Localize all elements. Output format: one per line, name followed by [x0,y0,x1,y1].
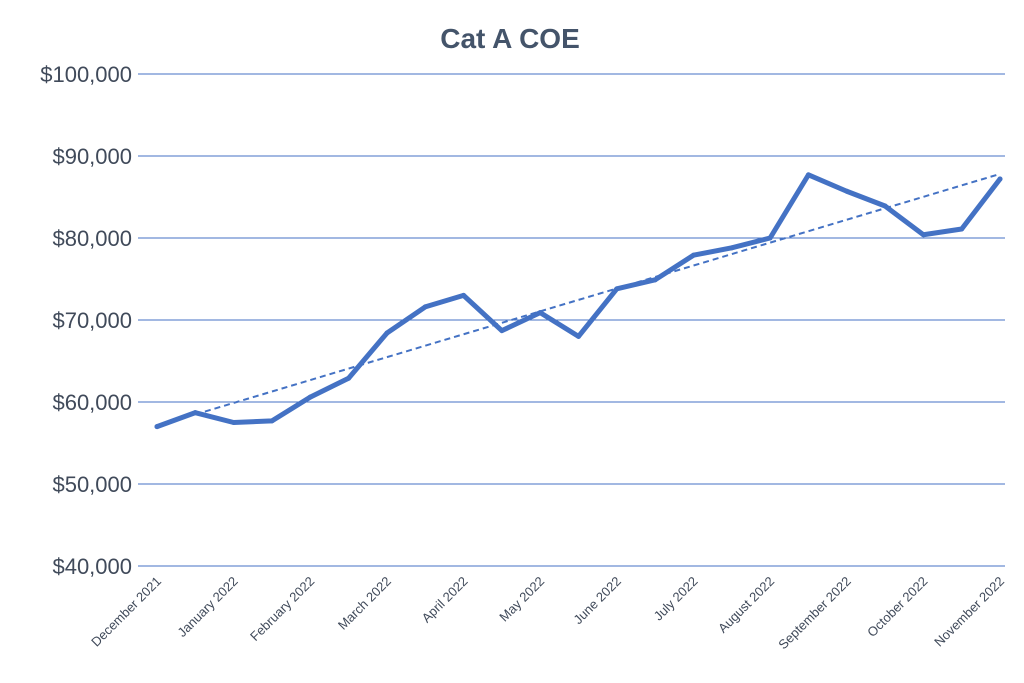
data-point [920,232,926,238]
data-point [499,328,505,334]
trendline [195,172,1001,416]
x-tick-label: January 2022 [174,574,240,640]
data-point [767,235,773,241]
data-point [576,333,581,339]
x-tick-label: June 2022 [570,574,624,628]
y-tick-label: $40,000 [52,554,132,579]
data-point [805,172,811,178]
data-point [192,410,198,416]
y-tick-label: $90,000 [52,144,132,169]
x-axis-ticks: December 2021 January 2022 February 2022 Ma… [88,574,1007,653]
x-tick-label: December 2021 [88,574,164,650]
x-tick-label: October 2022 [864,574,930,640]
data-point [614,286,620,292]
data-point [537,310,543,316]
gridlines [138,73,1005,567]
data-point [461,292,467,298]
data-point [384,330,390,336]
x-tick-label: August 2022 [715,574,777,636]
y-tick-label: $70,000 [52,308,132,333]
data-point [346,375,352,381]
data-point [231,420,237,425]
data-point [422,304,428,310]
series-group [154,172,1003,430]
data-point [154,424,160,430]
chart-title: Cat A COE [440,23,580,54]
x-tick-label: November 2022 [931,574,1007,650]
y-tick-label: $80,000 [52,226,132,251]
x-tick-label: July 2022 [651,574,701,624]
x-tick-label: March 2022 [335,574,394,633]
data-point [844,188,850,194]
data-point [269,418,275,424]
y-tick-label: $100,000 [40,62,132,87]
x-tick-label: May 2022 [496,574,547,625]
y-tick-label: $50,000 [52,472,132,497]
data-point [652,277,658,283]
data-point [307,394,313,400]
x-tick-label: February 2022 [247,574,317,644]
x-tick-label: April 2022 [419,574,471,626]
y-tick-label: $60,000 [52,390,132,415]
data-point [882,203,888,209]
data-point [959,226,965,232]
data-point [997,176,1003,182]
y-axis-ticks: $40,000 $50,000 $60,000 $70,000 $80,000 $90,0… [40,62,132,579]
data-point [690,252,696,258]
x-tick-label: September 2022 [775,574,854,653]
data-point [729,245,735,251]
